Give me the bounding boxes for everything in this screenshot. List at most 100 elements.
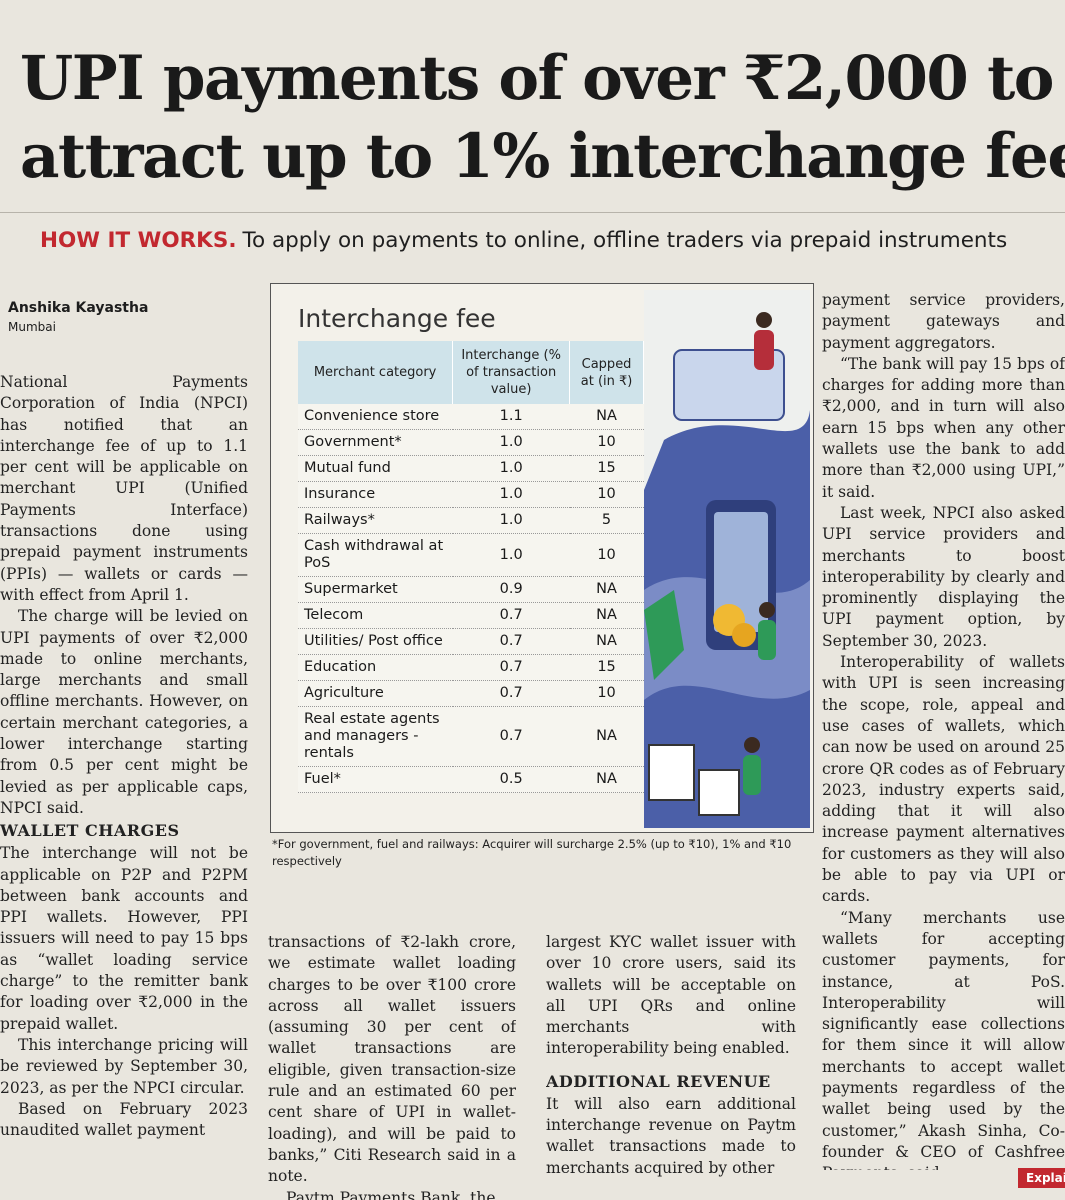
- header-cap: Capped at (in ₹): [569, 341, 644, 404]
- leaf-icon: [644, 590, 684, 680]
- paragraph: Interoperability of wallets with UPI is …: [822, 653, 1065, 906]
- cell-category: Real estate agents and managers - rental…: [298, 706, 453, 767]
- header-interchange: Interchange (% of transaction value): [452, 341, 571, 404]
- header-merchant-category: Merchant category: [298, 341, 454, 404]
- cell-interchange: 1.0: [452, 455, 570, 482]
- cell-interchange: 0.5: [452, 766, 570, 793]
- cell-category: Insurance: [298, 481, 453, 508]
- qr-code-icon: [698, 769, 740, 816]
- cell-cap: NA: [569, 628, 644, 655]
- person-body-icon: [754, 330, 774, 370]
- cell-cap: NA: [569, 404, 644, 430]
- article-column-2: transactions of ₹2-lakh crore, we estima…: [268, 932, 516, 1200]
- person-head-icon: [756, 312, 772, 328]
- cell-category: Railways*: [298, 507, 453, 534]
- cell-cap: 10: [569, 429, 644, 456]
- paragraph: The interchange will not be applicable o…: [0, 844, 248, 1033]
- cell-interchange: 0.7: [452, 602, 570, 629]
- cell-interchange: 1.0: [452, 481, 570, 508]
- article-column-1: National Payments Corporation of India (…: [0, 372, 248, 1200]
- paragraph: Last week, NPCI also asked UPI service p…: [822, 503, 1065, 650]
- phone-screen-icon: [714, 512, 768, 632]
- cell-cap: 15: [569, 654, 644, 681]
- paragraph: “Many merchants use wallets for acceptin…: [822, 908, 1065, 1170]
- cell-interchange: 0.7: [452, 680, 570, 707]
- payments-illustration: [644, 290, 810, 828]
- paragraph: payment service providers, payment gatew…: [822, 291, 1065, 352]
- table-row: Convenience store 1.1 NA: [298, 404, 644, 430]
- paragraph: It will also earn additional interchange…: [546, 1094, 796, 1177]
- paragraph: Paytm Payments Bank, the: [286, 1188, 496, 1200]
- paragraph: The charge will be levied on UPI payment…: [0, 607, 248, 817]
- article-column-3: largest KYC wallet issuer with over 10 c…: [546, 932, 796, 1200]
- paragraph: largest KYC wallet issuer with over 10 c…: [546, 933, 796, 1058]
- cell-category: Telecom: [298, 602, 453, 629]
- paragraph: Based on February 2023 unaudited wallet …: [0, 1099, 248, 1140]
- person-head-icon: [759, 602, 775, 618]
- table-row: Insurance 1.0 10: [298, 481, 644, 508]
- table-row: Telecom 0.7 NA: [298, 602, 644, 629]
- cell-category: Convenience store: [298, 404, 453, 430]
- cell-cap: 10: [569, 680, 644, 707]
- table-row: Railways* 1.0 5: [298, 507, 644, 534]
- cell-category: Government*: [298, 429, 453, 456]
- cell-interchange: 1.0: [452, 507, 570, 534]
- subhead-text: To apply on payments to online, offline …: [242, 228, 1008, 253]
- byline-author: Anshika Kayastha: [8, 300, 149, 316]
- qr-code-icon: [648, 744, 695, 801]
- cell-category: Agriculture: [298, 680, 453, 707]
- table-row: Cash withdrawal at PoS 1.0 10: [298, 533, 644, 577]
- cell-interchange: 1.1: [452, 404, 570, 430]
- byline-location: Mumbai: [8, 320, 56, 334]
- cell-cap: NA: [569, 766, 644, 793]
- cell-cap: 10: [569, 533, 644, 577]
- table-row: Fuel* 0.5 NA: [298, 766, 644, 793]
- table-row: Agriculture 0.7 10: [298, 680, 644, 707]
- headline-line-1: UPI payments of over ₹2,000 to: [20, 43, 1054, 114]
- cell-category: Mutual fund: [298, 455, 453, 482]
- table-row: Supermarket 0.9 NA: [298, 576, 644, 603]
- section-heading: WALLET CHARGES: [0, 821, 180, 841]
- infographic-title: Interchange fee: [298, 304, 496, 333]
- cell-interchange: 0.7: [452, 654, 570, 681]
- cell-cap: 5: [569, 507, 644, 534]
- article-column-4: payment service providers, payment gatew…: [822, 290, 1065, 1170]
- table-footnote: *For government, fuel and railways: Acqu…: [272, 837, 792, 868]
- paragraph: This interchange pricing will be reviewe…: [0, 1035, 248, 1097]
- cell-category: Cash withdrawal at PoS: [298, 533, 453, 577]
- cell-cap: 15: [569, 455, 644, 482]
- table-row: Mutual fund 1.0 15: [298, 455, 644, 482]
- table-row: Real estate agents and managers - rental…: [298, 706, 644, 767]
- cell-interchange: 1.0: [452, 429, 570, 456]
- person-body-icon: [758, 620, 776, 660]
- subhead-kicker: HOW IT WORKS.: [40, 228, 237, 253]
- headline-divider: [0, 212, 1065, 213]
- paragraph: transactions of ₹2-lakh crore, we estima…: [268, 933, 516, 1186]
- headline-line-2: attract up to 1% interchange fee: [20, 121, 1065, 192]
- table-header-row: Merchant category Interchange (% of tran…: [298, 341, 644, 404]
- cell-interchange: 0.9: [452, 576, 570, 603]
- cell-cap: 10: [569, 481, 644, 508]
- subheadline: HOW IT WORKS. To apply on payments to onl…: [40, 228, 1007, 253]
- table-row: Education 0.7 15: [298, 654, 644, 681]
- person-head-icon: [744, 737, 760, 753]
- cell-category: Supermarket: [298, 576, 453, 603]
- person-body-icon: [743, 755, 761, 795]
- cell-cap: NA: [569, 706, 644, 767]
- cell-category: Education: [298, 654, 453, 681]
- section-heading: ADDITIONAL REVENUE: [546, 1071, 771, 1091]
- coin-icon: [732, 623, 756, 647]
- cell-interchange: 0.7: [452, 628, 570, 655]
- table-row: Government* 1.0 10: [298, 429, 644, 456]
- headline: UPI payments of over ₹2,000 to attract u…: [20, 40, 1065, 196]
- cell-interchange: 0.7: [452, 706, 570, 767]
- paragraph: National Payments Corporation of India (…: [0, 373, 248, 604]
- cell-category: Fuel*: [298, 766, 453, 793]
- interchange-fee-table: Merchant category Interchange (% of tran…: [298, 341, 644, 793]
- section-tag: Explain: [1018, 1168, 1065, 1188]
- cell-category: Utilities/ Post office: [298, 628, 453, 655]
- cell-cap: NA: [569, 602, 644, 629]
- cell-interchange: 1.0: [452, 533, 570, 577]
- paragraph: “The bank will pay 15 bps of charges for…: [822, 354, 1065, 501]
